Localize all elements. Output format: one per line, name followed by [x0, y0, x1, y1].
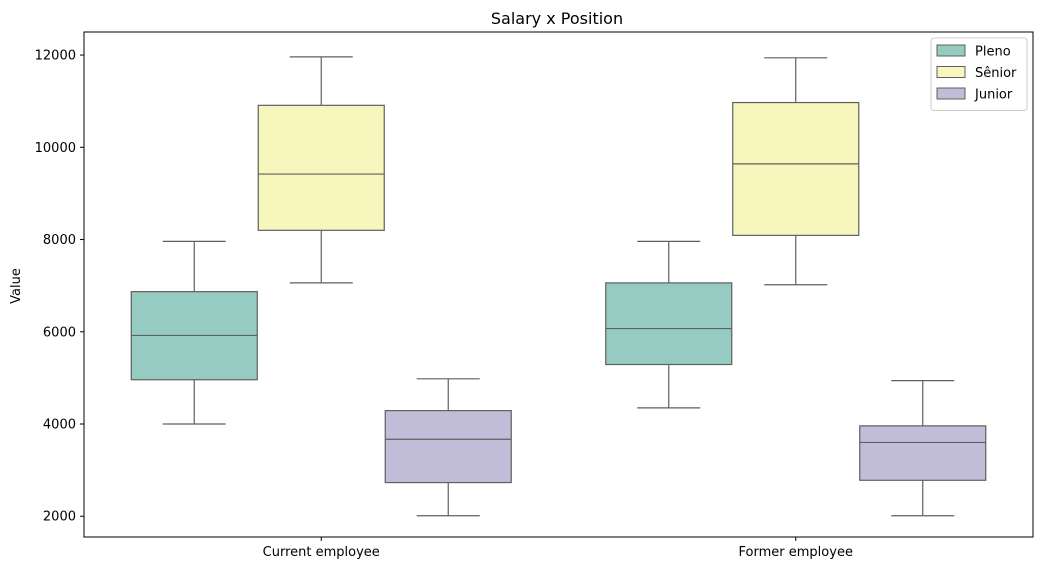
legend-swatch-junior: [936, 87, 966, 100]
box-sênior-0: [257, 56, 385, 284]
box-junior-1: [859, 380, 987, 517]
box-pleno-1: [605, 240, 733, 409]
y-tick-label: 10000: [35, 141, 76, 156]
y-tick-label: 8000: [43, 233, 76, 248]
y-axis-label: Value: [9, 268, 24, 304]
plot-area: 2000 4000 6000 8000 10000 12000 Current employ…: [35, 49, 987, 560]
box-iqr: [257, 104, 385, 231]
box-iqr: [732, 101, 860, 236]
legend-label: Pleno: [975, 45, 1011, 60]
box-iqr: [859, 425, 987, 481]
plot-frame: [83, 31, 1034, 538]
box-junior-0: [384, 378, 512, 517]
y-tick-label: 6000: [43, 325, 76, 340]
legend-swatch-sênior: [936, 66, 966, 78]
legend-label: Junior: [974, 88, 1013, 103]
legend-swatch-pleno: [936, 44, 966, 57]
box-pleno-0: [130, 240, 258, 425]
legend-label: Sênior: [975, 66, 1017, 81]
box-iqr: [605, 282, 733, 366]
chart-title: Salary x Position: [491, 9, 623, 28]
legend: Pleno Sênior Junior: [930, 37, 1028, 111]
box-sênior-1: [732, 57, 860, 286]
box-iqr: [384, 410, 512, 484]
y-tick-label: 4000: [43, 418, 76, 433]
y-tick-label: 2000: [43, 510, 76, 525]
x-tick-label: Current employee: [263, 545, 380, 560]
x-tick-label: Former employee: [739, 545, 853, 560]
y-tick-label: 12000: [35, 49, 76, 64]
